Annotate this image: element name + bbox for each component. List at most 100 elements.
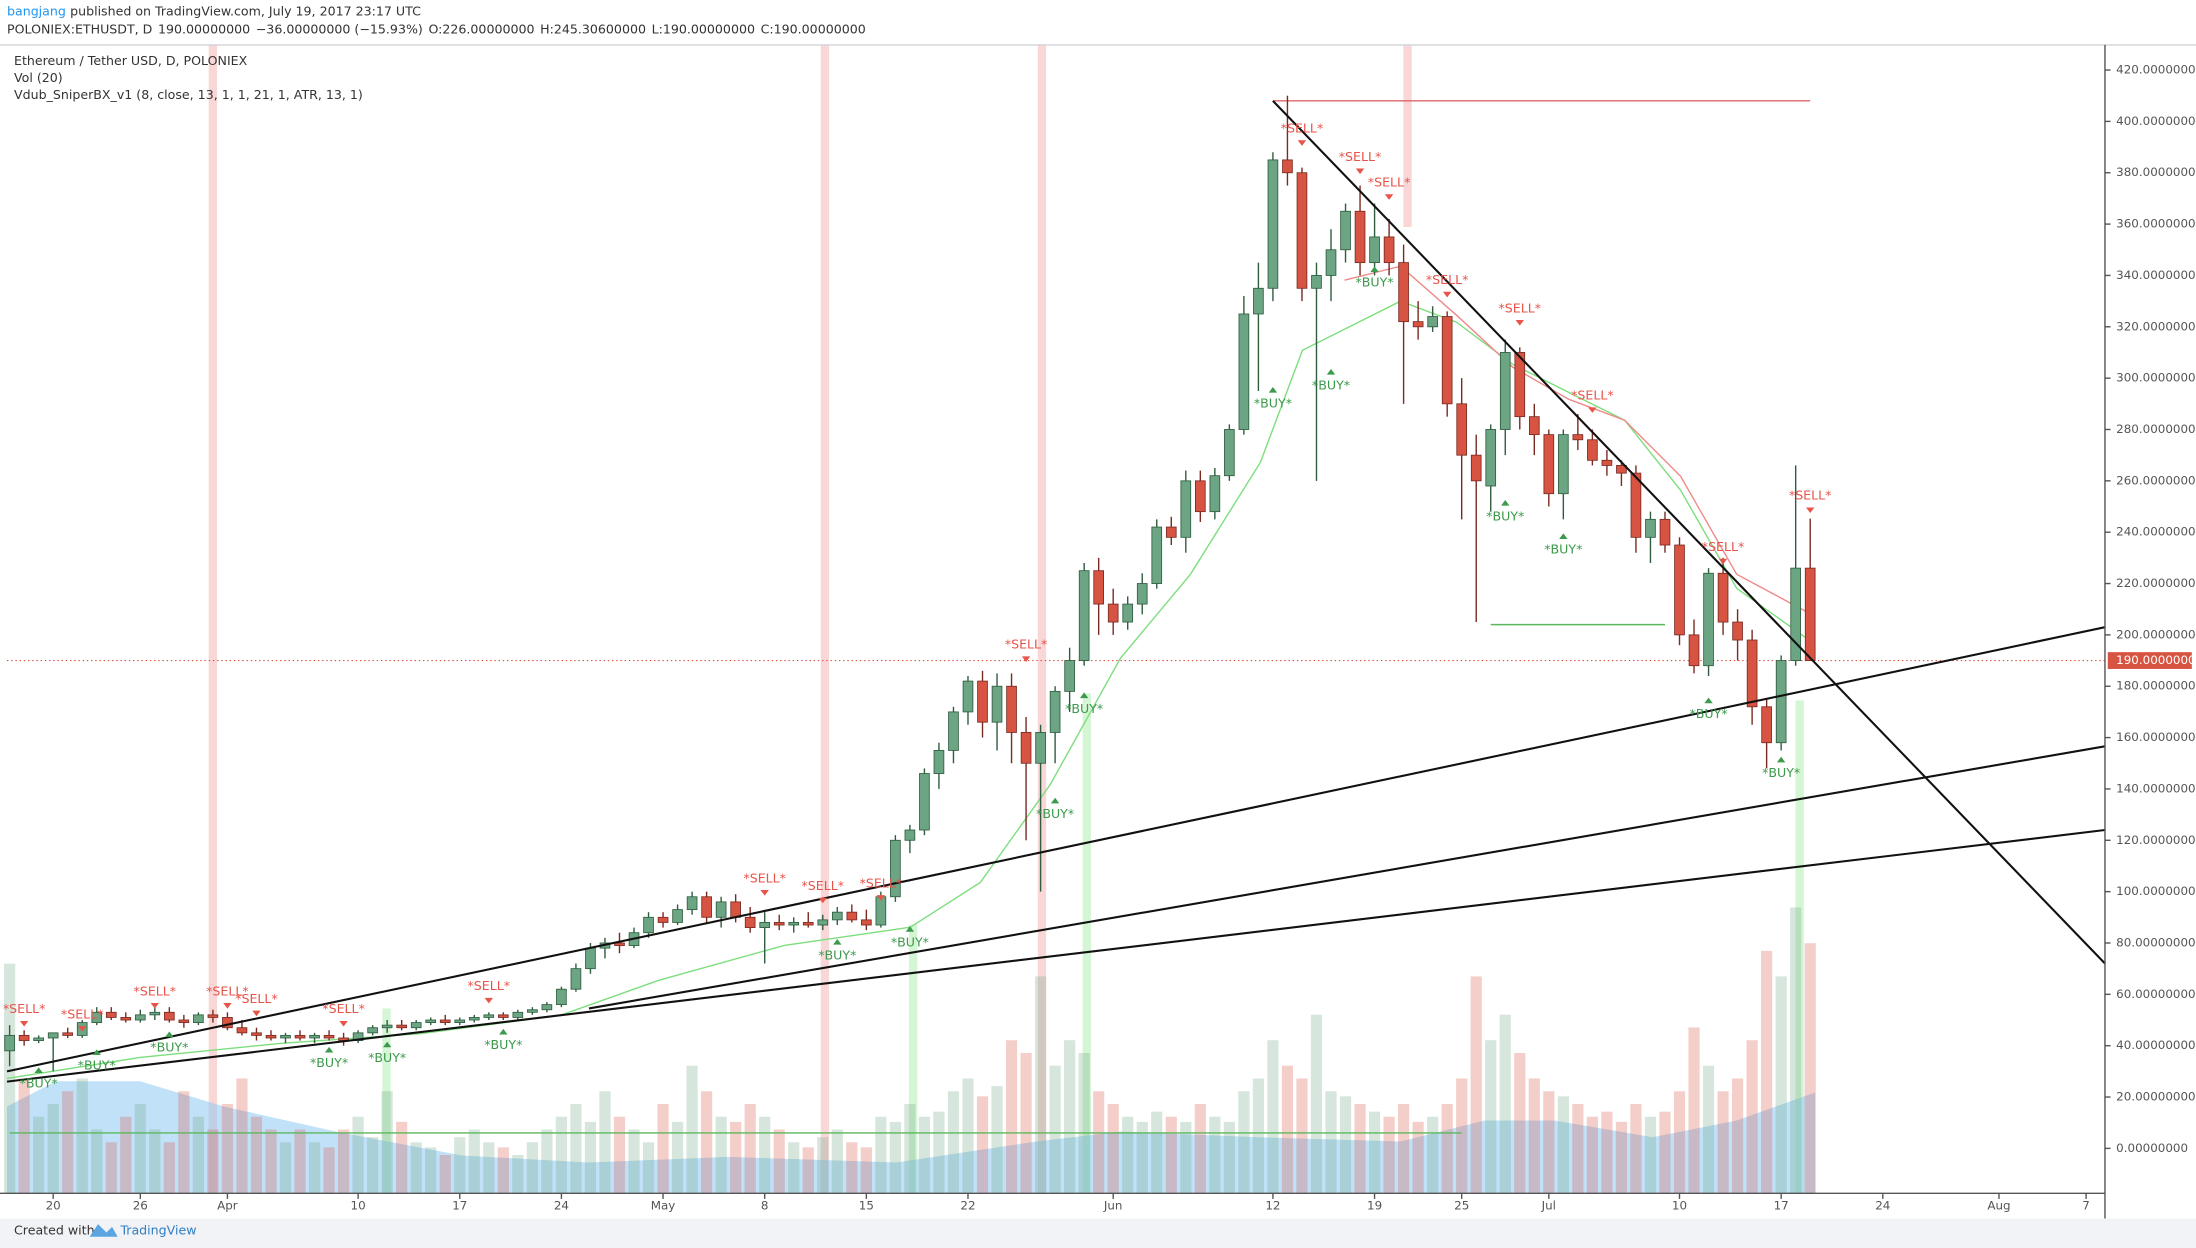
candle-body: [585, 947, 596, 970]
x-tick-label: 7: [2082, 1198, 2090, 1212]
candle-body: [425, 1019, 437, 1023]
volume-bar: [76, 1078, 88, 1194]
x-tick-label: 10: [1672, 1198, 1687, 1212]
candle-body: [381, 1024, 393, 1029]
candle-body: [570, 968, 582, 990]
volume-bar: [134, 1103, 146, 1194]
volume-bar: [1412, 1121, 1424, 1194]
volume-bar: [265, 1129, 277, 1194]
candle-body: [439, 1019, 451, 1023]
signal-arrow: [78, 1026, 87, 1032]
volume-bar: [744, 1103, 756, 1194]
candle-body: [1616, 465, 1627, 474]
buy-label: *BUY*: [1312, 377, 1350, 392]
candle-body: [1717, 572, 1729, 623]
candle-body: [222, 1017, 233, 1029]
signal-arrow: [1559, 533, 1568, 539]
candle-body: [1804, 567, 1816, 661]
volume-bar: [1005, 1040, 1018, 1194]
candle-body: [1427, 316, 1438, 328]
candle-body: [875, 896, 887, 926]
candle-body: [1703, 572, 1714, 667]
signal-arrow: [1268, 387, 1278, 393]
candle-body: [1253, 287, 1264, 315]
volume-bar: [773, 1129, 785, 1194]
x-tick-label: Apr: [217, 1198, 238, 1212]
trend-line: [6, 828, 2106, 1083]
candle-body: [1006, 685, 1017, 733]
candle-body: [1180, 480, 1192, 538]
volume-bar: [947, 1091, 960, 1194]
volume-bar: [1398, 1103, 1410, 1194]
candle-body: [1078, 570, 1090, 661]
candle-body: [1093, 570, 1104, 605]
signal-arrow: [1776, 756, 1786, 763]
candle-body: [1209, 475, 1221, 513]
sell-band: [820, 44, 830, 1194]
volume-bar: [1281, 1065, 1294, 1194]
buy-label: *BUY*: [1544, 542, 1582, 557]
volume-bar: [976, 1096, 989, 1194]
sell-label: *SELL*: [134, 983, 177, 998]
footer-bar: [0, 1218, 2196, 1248]
candle-body: [1165, 526, 1177, 538]
volume-bar: [1790, 907, 1802, 1194]
candle-body: [207, 1014, 219, 1018]
sell-label: *SELL*: [1281, 121, 1324, 136]
buy-label: *BUY*: [310, 1055, 348, 1070]
signal-arrow: [339, 1020, 348, 1027]
volume-bar: [1543, 1091, 1555, 1194]
x-tick-label: 17: [1774, 1198, 1789, 1212]
buy-label: *BUY*: [484, 1037, 522, 1052]
sell-label: *SELL*: [3, 1001, 46, 1016]
volume-bar: [701, 1091, 713, 1194]
candle-body: [91, 1011, 103, 1023]
volume-bar: [875, 1116, 887, 1194]
volume-bar: [294, 1129, 306, 1194]
candle-body: [541, 1004, 553, 1011]
buy-label: *BUY*: [1065, 701, 1103, 716]
legend-title: Ethereum / Tether USD, D, POLONIEX: [14, 53, 248, 68]
candle-body: [1674, 544, 1685, 636]
volume-bar: [860, 1147, 872, 1194]
volume-bar: [1296, 1078, 1308, 1194]
volume-bar: [1267, 1040, 1279, 1194]
volume-bar: [483, 1142, 495, 1194]
volume-bar: [425, 1147, 437, 1194]
sell-label: *SELL*: [322, 1001, 365, 1016]
sell-band: [1037, 44, 1047, 1194]
volume-bar: [526, 1142, 538, 1194]
footer-brand: TradingView: [119, 1223, 196, 1238]
quote-part: C:190.00000000: [761, 21, 866, 36]
candle-body: [33, 1037, 44, 1041]
trend-line: [1272, 100, 2106, 965]
x-tick-label: 24: [1875, 1198, 1890, 1212]
volume-bar: [1761, 950, 1773, 1194]
candle-body: [1020, 732, 1032, 764]
volume-bar: [1528, 1078, 1540, 1194]
volume-bar: [1093, 1091, 1105, 1194]
volume-bar: [933, 1111, 945, 1194]
volume-bar: [1717, 1091, 1729, 1194]
volume-bar: [599, 1091, 611, 1194]
signal-arrow: [1805, 507, 1815, 514]
publisher: bangjang: [7, 3, 66, 18]
signal-arrow: [760, 889, 769, 896]
volume-ma-area: [7, 1081, 1816, 1194]
y-tick-label: 320.00000000: [2116, 319, 2196, 333]
volume-bar: [1586, 1116, 1598, 1194]
quote-part: POLONIEX:ETHUSDT, D: [7, 21, 152, 36]
candle-body: [730, 901, 741, 918]
signal-arrow: [484, 997, 494, 1004]
volume-bar: [962, 1078, 974, 1194]
volume-bar: [570, 1103, 582, 1194]
candle-body: [991, 685, 1003, 723]
volume-bar: [1078, 1052, 1090, 1194]
volume-layer: [4, 907, 1816, 1194]
sell-band: [1403, 44, 1412, 227]
volume-bar: [1049, 1065, 1061, 1194]
y-tick-label: 340.00000000: [2116, 268, 2196, 282]
x-tick-label: Jun: [1103, 1198, 1123, 1212]
signal-arrow: [1050, 797, 1060, 804]
